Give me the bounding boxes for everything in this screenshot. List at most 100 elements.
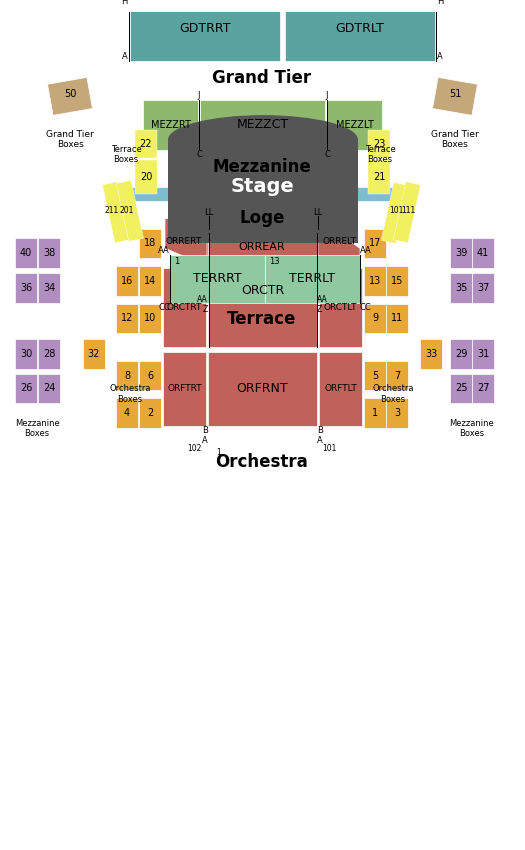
Text: 51: 51 (449, 89, 461, 99)
Bar (319, 268, 362, 347)
Bar (472, 373, 494, 403)
Bar (265, 255, 360, 303)
Bar (472, 339, 494, 369)
Text: 27: 27 (477, 383, 489, 394)
Text: ORCTR: ORCTR (241, 284, 284, 297)
Bar (130, 187, 395, 201)
Bar (364, 303, 386, 333)
Polygon shape (165, 218, 207, 266)
Bar (15, 339, 37, 369)
Bar (139, 360, 161, 390)
Text: LL: LL (204, 207, 214, 217)
Text: Mezzanine: Mezzanine (213, 157, 311, 176)
Bar (170, 255, 265, 303)
Text: Orchestra
Boxes: Orchestra Boxes (372, 384, 414, 404)
Text: ORCTLT: ORCTLT (324, 303, 357, 312)
Text: 24: 24 (43, 383, 55, 394)
Text: 35: 35 (455, 283, 467, 292)
Bar (116, 303, 138, 333)
Bar (450, 273, 472, 303)
Text: Z: Z (317, 305, 322, 314)
Text: 12: 12 (121, 314, 133, 323)
Text: AA: AA (158, 246, 170, 255)
Bar (130, 0, 280, 61)
Polygon shape (195, 229, 330, 266)
Text: ORRELT: ORRELT (323, 237, 357, 246)
Text: J: J (198, 91, 200, 100)
Text: 30: 30 (20, 348, 32, 359)
Text: 8: 8 (124, 371, 130, 381)
Text: Stage: Stage (231, 177, 295, 196)
Bar (208, 352, 317, 426)
Polygon shape (318, 218, 360, 266)
Text: 28: 28 (43, 348, 55, 359)
Bar (319, 352, 362, 426)
Text: Terrace
Boxes: Terrace Boxes (111, 144, 141, 164)
Text: A: A (122, 52, 128, 61)
Text: 25: 25 (455, 383, 467, 394)
Text: Mezzanine
Boxes: Mezzanine Boxes (449, 419, 495, 439)
Bar (168, 139, 358, 243)
Bar (135, 130, 157, 157)
Bar (472, 238, 494, 268)
Text: 39: 39 (455, 248, 467, 258)
Text: 37: 37 (477, 283, 489, 292)
Text: H: H (122, 0, 128, 6)
Text: Grand Tier: Grand Tier (213, 69, 311, 87)
Bar (139, 398, 161, 428)
Bar (15, 238, 37, 268)
Bar (208, 234, 317, 347)
Text: Terrace: Terrace (227, 310, 297, 328)
Text: 5: 5 (372, 371, 378, 381)
Text: Loge: Loge (239, 209, 285, 227)
Text: LL: LL (313, 207, 323, 217)
Bar (386, 266, 408, 296)
Text: GDTRLT: GDTRLT (335, 22, 384, 36)
Text: 101: 101 (322, 444, 337, 452)
Text: 15: 15 (391, 276, 403, 286)
Text: 17: 17 (369, 238, 381, 248)
Bar (450, 373, 472, 403)
Bar (364, 360, 386, 390)
Bar (364, 266, 386, 296)
Bar (38, 273, 60, 303)
Bar (364, 398, 386, 428)
Text: 10: 10 (144, 314, 156, 323)
Text: ORCTRT: ORCTRT (167, 303, 202, 312)
Text: 38: 38 (43, 248, 55, 258)
Text: ORFRNT: ORFRNT (237, 382, 288, 395)
Bar (200, 100, 325, 150)
Text: A: A (437, 52, 443, 61)
Text: 101: 101 (389, 207, 403, 215)
Bar (38, 238, 60, 268)
Text: 9: 9 (372, 314, 378, 323)
Text: 21: 21 (373, 172, 385, 182)
Text: B: B (317, 426, 323, 435)
Text: A: A (202, 436, 208, 445)
Text: C: C (324, 150, 330, 159)
Text: 26: 26 (20, 383, 32, 394)
Text: MEZZLT: MEZZLT (335, 120, 373, 130)
Text: Z: Z (203, 305, 208, 314)
Bar (116, 266, 138, 296)
Bar (386, 303, 408, 333)
Bar (15, 373, 37, 403)
Text: 201: 201 (120, 207, 134, 215)
Bar (386, 360, 408, 390)
Text: Orchestra: Orchestra (216, 453, 308, 472)
Text: 2: 2 (147, 408, 153, 418)
Bar (116, 398, 138, 428)
Bar (450, 238, 472, 268)
Text: ORRERT: ORRERT (166, 237, 202, 246)
Text: 4: 4 (124, 408, 130, 418)
Bar (102, 182, 130, 243)
Bar (472, 273, 494, 303)
Text: Orchestra
Boxes: Orchestra Boxes (109, 384, 151, 404)
Text: MEZZRT: MEZZRT (151, 120, 191, 130)
Text: 29: 29 (455, 348, 467, 359)
Text: 41: 41 (477, 248, 489, 258)
Text: 13: 13 (369, 276, 381, 286)
Text: A: A (317, 436, 323, 445)
Text: 13: 13 (269, 258, 280, 266)
Text: 102: 102 (187, 444, 202, 452)
